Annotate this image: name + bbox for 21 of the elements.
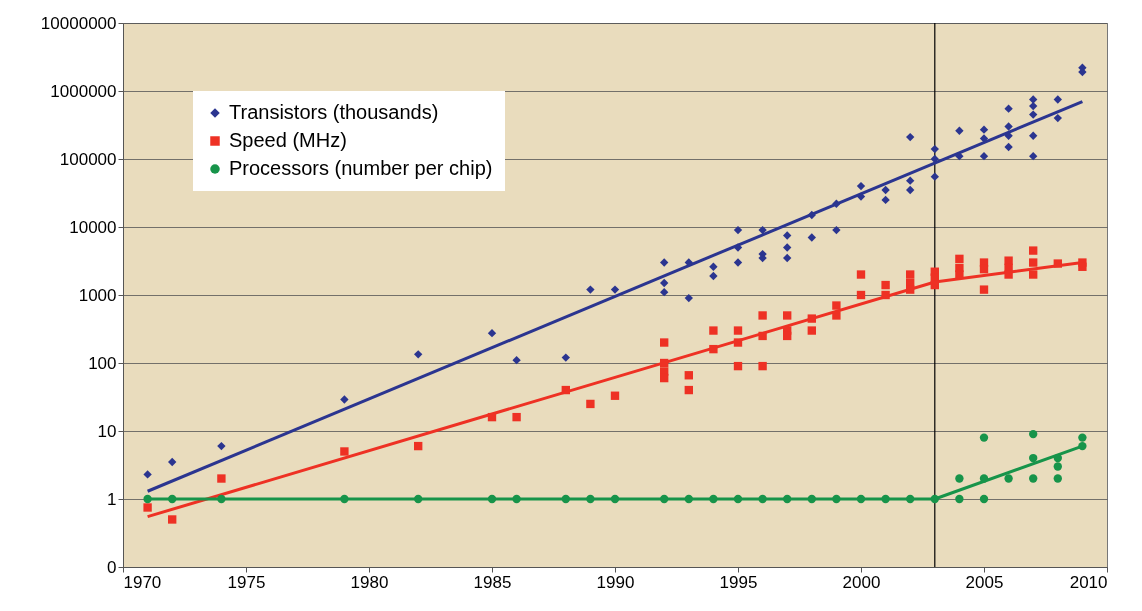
legend-label: Transistors (thousands) — [229, 101, 439, 123]
x-tick-label: 1995 — [719, 572, 758, 592]
x-tick-label: 1970 — [123, 572, 162, 592]
y-tick-label: 10000 — [69, 217, 117, 237]
x-tick-label: 1980 — [350, 572, 389, 592]
legend-label: Speed (MHz) — [229, 129, 347, 151]
x-tick-label: 2000 — [842, 572, 881, 592]
x-tick-label: 1985 — [473, 572, 512, 592]
legend-label: Processors (number per chip) — [229, 157, 493, 179]
x-tick-label: 1990 — [596, 572, 635, 592]
y-tick-label: 100000 — [59, 149, 117, 169]
x-tick-label: 2010 — [1069, 572, 1108, 592]
y-tick-label: 1 — [107, 489, 117, 509]
y-tick-label: 0 — [107, 557, 117, 577]
y-tick-label: 10 — [97, 421, 117, 441]
y-tick-label: 10000000 — [40, 13, 117, 33]
y-tick-label: 100 — [88, 353, 117, 373]
x-tick-label: 1975 — [227, 572, 266, 592]
y-tick-label: 1000 — [78, 285, 117, 305]
y-tick-label: 1000000 — [50, 81, 117, 101]
x-tick-label: 2005 — [965, 572, 1004, 592]
